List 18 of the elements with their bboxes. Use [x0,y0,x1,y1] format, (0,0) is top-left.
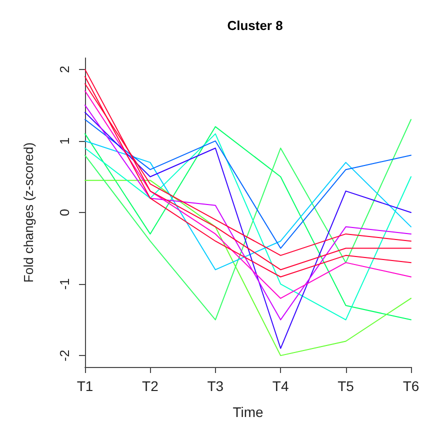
x-tick-label: T6 [402,378,420,394]
y-axis-title: Fold changes (z-scored) [21,142,36,283]
y-tick-label: 2 [57,66,72,74]
x-axis-title: Time [232,404,264,420]
x-tick-label: T4 [272,378,289,394]
x-tick-label: T2 [142,378,159,394]
line-series [84,180,412,356]
y-tick-label: -2 [57,350,72,362]
line-series [84,90,412,299]
line-series [84,119,412,249]
y-tick-label: 0 [57,208,72,216]
y-tick-label: -1 [57,278,72,290]
line-series [84,140,412,270]
x-tick-label: T3 [207,378,224,394]
y-tick-label: 1 [57,137,72,145]
chart-title: Cluster 8 [227,18,283,33]
x-tick-label: T1 [76,378,94,394]
x-tick-label: T5 [338,378,354,394]
